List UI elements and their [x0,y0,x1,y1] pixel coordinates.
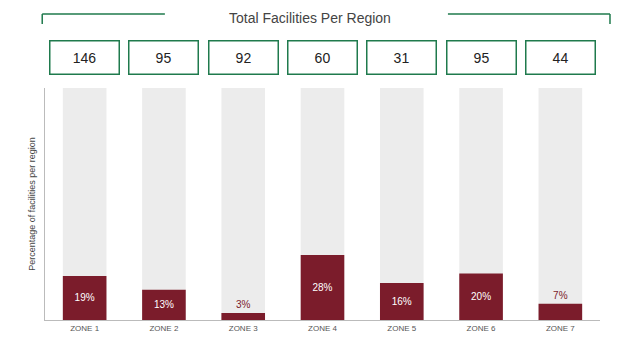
svg-text:3%: 3% [236,299,251,310]
svg-text:7%: 7% [553,290,568,301]
svg-text:ZONE 1: ZONE 1 [70,324,99,333]
svg-text:Percentage of facilities per r: Percentage of facilities per region [27,137,37,271]
svg-text:60: 60 [315,50,331,66]
svg-text:31: 31 [394,50,410,66]
svg-text:92: 92 [236,50,252,66]
svg-text:ZONE 6: ZONE 6 [467,324,496,333]
svg-text:20%: 20% [471,291,491,302]
svg-text:95: 95 [156,50,172,66]
svg-text:Total Facilities Per Region: Total Facilities Per Region [229,10,391,26]
svg-text:13%: 13% [154,299,174,310]
svg-text:28%: 28% [312,282,332,293]
svg-text:16%: 16% [392,296,412,307]
svg-text:95: 95 [474,50,490,66]
svg-text:ZONE 7: ZONE 7 [546,324,575,333]
svg-text:ZONE 3: ZONE 3 [229,324,258,333]
svg-text:44: 44 [553,50,569,66]
svg-text:19%: 19% [75,292,95,303]
svg-text:ZONE 4: ZONE 4 [308,324,337,333]
svg-text:ZONE 5: ZONE 5 [387,324,416,333]
svg-text:146: 146 [73,50,97,66]
svg-text:ZONE 2: ZONE 2 [149,324,178,333]
